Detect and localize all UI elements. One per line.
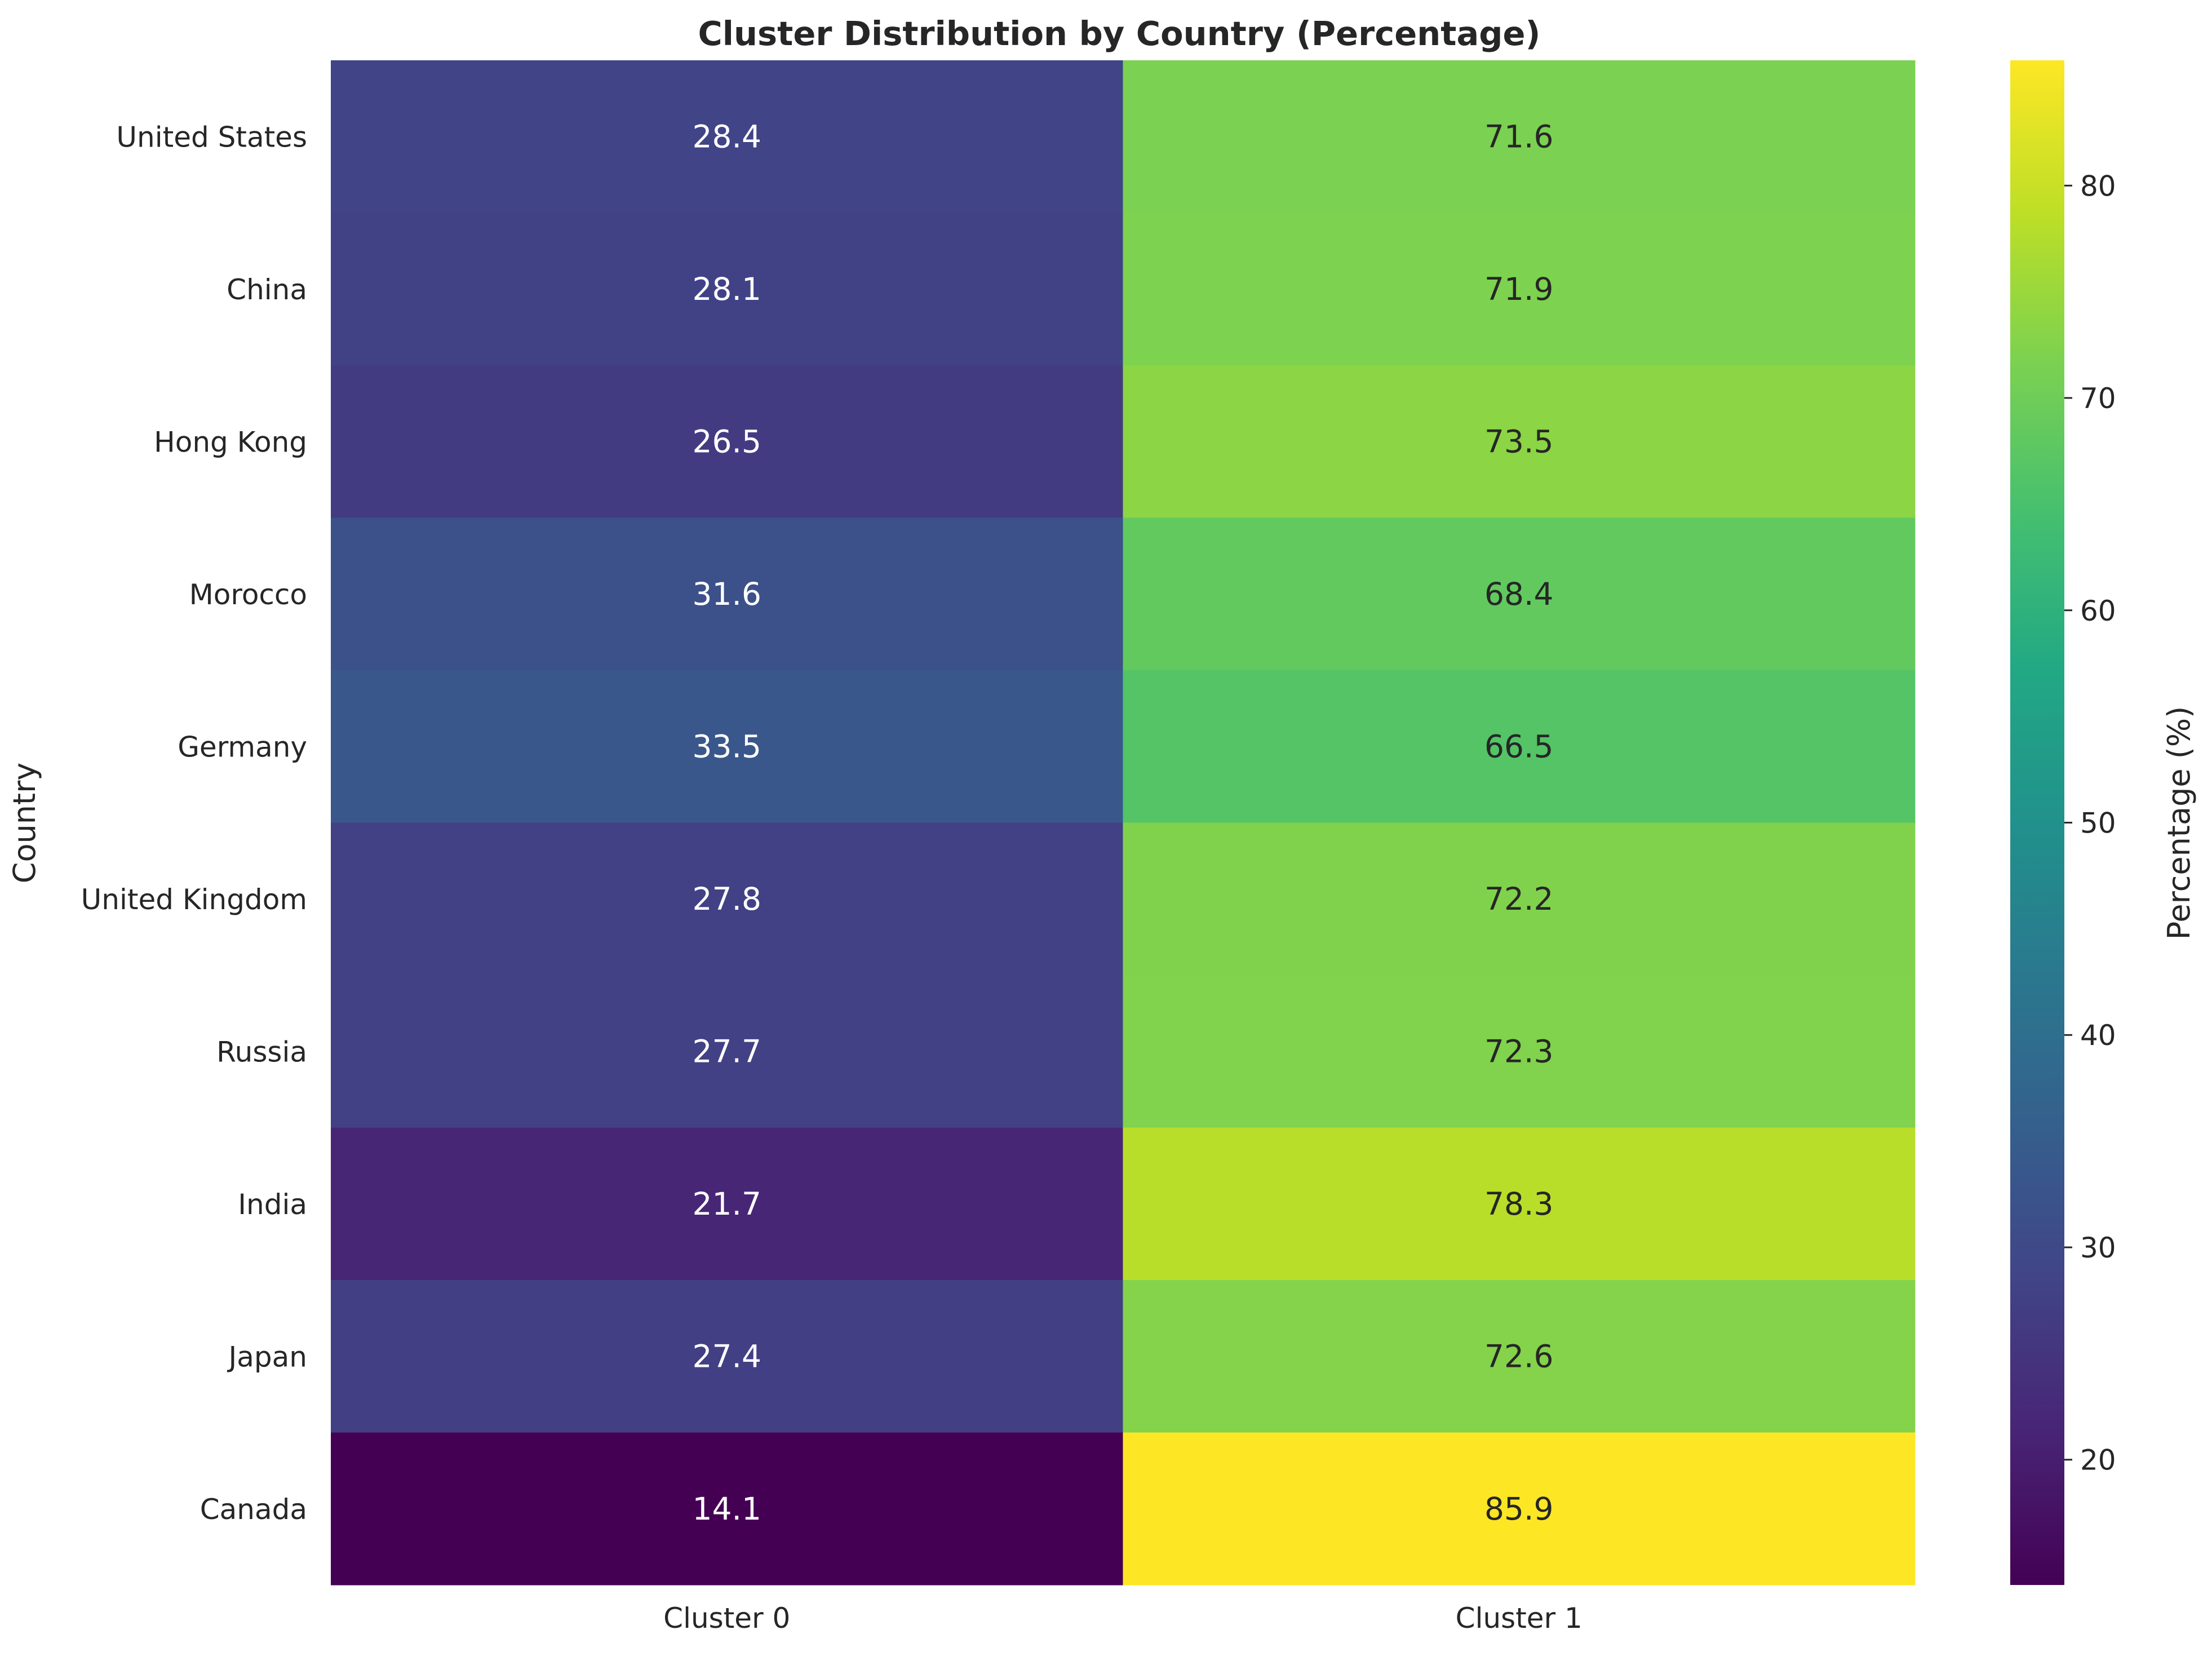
cell-value-label: 28.4: [693, 118, 761, 154]
x-tick-label: Cluster 0: [663, 1602, 790, 1635]
cell-value-label: 71.6: [1484, 118, 1553, 154]
cell-value-label: 72.2: [1484, 881, 1553, 917]
colorbar-tick-label: 80: [2080, 170, 2116, 202]
heatmap-cell: [331, 975, 1123, 1128]
cell-value-label: 72.6: [1484, 1338, 1553, 1374]
y-tick-label: Canada: [200, 1493, 307, 1526]
cell-value-label: 28.1: [693, 271, 761, 307]
cell-value-label: 72.3: [1484, 1033, 1553, 1069]
chart-title: Cluster Distribution by Country (Percent…: [698, 14, 1541, 53]
heatmap-cell: [331, 822, 1123, 976]
cell-value-label: 21.7: [693, 1186, 761, 1222]
cell-value-label: 85.9: [1484, 1491, 1553, 1527]
cell-value-label: 73.5: [1484, 423, 1553, 459]
cell-value-label: 14.1: [693, 1491, 761, 1527]
y-tick-label: United Kingdom: [81, 883, 307, 916]
colorbar-ticks: 20 30 40 50 60 70 80: [2064, 170, 2116, 1477]
cell-value-label: 78.3: [1484, 1186, 1553, 1222]
heatmap-cell: [1123, 1280, 1916, 1433]
y-tick-label: Hong Kong: [154, 426, 307, 458]
colorbar-tick-label: 70: [2080, 382, 2116, 415]
y-tick-label: India: [238, 1188, 307, 1221]
heatmap-cell: [1123, 60, 1916, 213]
y-tick-label: United States: [116, 121, 307, 153]
heatmap-cell: [1123, 670, 1916, 823]
heatmap-cell: [331, 670, 1123, 823]
y-tick-label: China: [227, 273, 307, 306]
heatmap-cell: [331, 365, 1123, 518]
x-tick-label: Cluster 1: [1456, 1602, 1582, 1635]
y-tick-label: Morocco: [189, 578, 307, 611]
colorbar-tick-label: 30: [2080, 1232, 2116, 1264]
x-axis-ticks: Cluster 0 Cluster 1: [663, 1602, 1582, 1635]
colorbar-tick-label: 50: [2080, 807, 2116, 840]
colorbar-tick-label: 60: [2080, 595, 2116, 627]
y-tick-label: Japan: [227, 1340, 307, 1373]
heatmap-cell: [331, 517, 1123, 671]
heatmap-cell: [1123, 365, 1916, 518]
y-tick-label: Germany: [178, 730, 307, 763]
heatmap-cell: [331, 1432, 1123, 1586]
heatmap-cell: [1123, 212, 1916, 366]
heatmap-cell: [331, 60, 1123, 213]
cell-value-label: 71.9: [1484, 271, 1553, 307]
y-axis-label: Country: [7, 763, 42, 884]
cell-value-label: 66.5: [1484, 728, 1553, 764]
cell-value-label: 27.7: [693, 1033, 761, 1069]
colorbar: [2010, 60, 2064, 1585]
heatmap-cell-labels: 28.4 71.6 28.1 71.9 26.5 73.5 31.6 68.4 33.5 66.5…: [693, 118, 1554, 1527]
colorbar-tick-label: 40: [2080, 1019, 2116, 1052]
cell-value-label: 31.6: [693, 576, 761, 612]
heatmap-cell: [1123, 822, 1916, 976]
heatmap-cell: [1123, 517, 1916, 671]
heatmap-cell: [1123, 975, 1916, 1128]
cell-value-label: 26.5: [693, 423, 761, 459]
cell-value-label: 68.4: [1484, 576, 1553, 612]
heatmap-cell: [1123, 1432, 1916, 1586]
colorbar-label: Percentage (%): [2161, 706, 2197, 940]
y-axis-ticks: United States China Hong Kong Morocco German…: [81, 121, 307, 1526]
heatmap-cell: [331, 212, 1123, 366]
heatmap-cell: [331, 1280, 1123, 1433]
heatmap-cells: [331, 60, 1916, 1586]
heatmap-cell: [1123, 1127, 1916, 1281]
cell-value-label: 27.4: [693, 1338, 761, 1374]
cell-value-label: 27.8: [693, 881, 761, 917]
y-tick-label: Russia: [216, 1035, 307, 1068]
cell-value-label: 33.5: [693, 728, 761, 764]
heatmap-cell: [331, 1127, 1123, 1281]
colorbar-tick-label: 20: [2080, 1444, 2116, 1477]
